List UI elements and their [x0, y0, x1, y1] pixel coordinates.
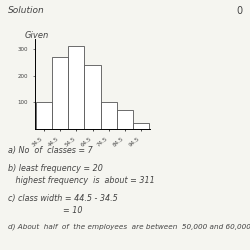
- Text: = 10: = 10: [8, 206, 82, 215]
- FancyBboxPatch shape: [84, 65, 100, 129]
- FancyBboxPatch shape: [36, 102, 52, 129]
- Text: highest frequency  is  about = 311: highest frequency is about = 311: [8, 176, 154, 185]
- Text: 0: 0: [236, 6, 242, 16]
- FancyBboxPatch shape: [52, 57, 68, 129]
- FancyBboxPatch shape: [68, 46, 84, 129]
- FancyBboxPatch shape: [133, 124, 149, 129]
- Text: c) class width = 44.5 - 34.5: c) class width = 44.5 - 34.5: [8, 194, 117, 203]
- Text: b) least frequency = 20: b) least frequency = 20: [8, 164, 102, 173]
- FancyBboxPatch shape: [117, 110, 133, 129]
- Text: d) About  half  of  the employees  are between  50,000 and 60,000: d) About half of the employees are betwe…: [8, 224, 250, 230]
- Text: a) No  of  classes = 7: a) No of classes = 7: [8, 146, 92, 155]
- Text: Solution: Solution: [8, 6, 44, 15]
- FancyBboxPatch shape: [100, 102, 117, 129]
- Text: Given: Given: [25, 31, 49, 40]
